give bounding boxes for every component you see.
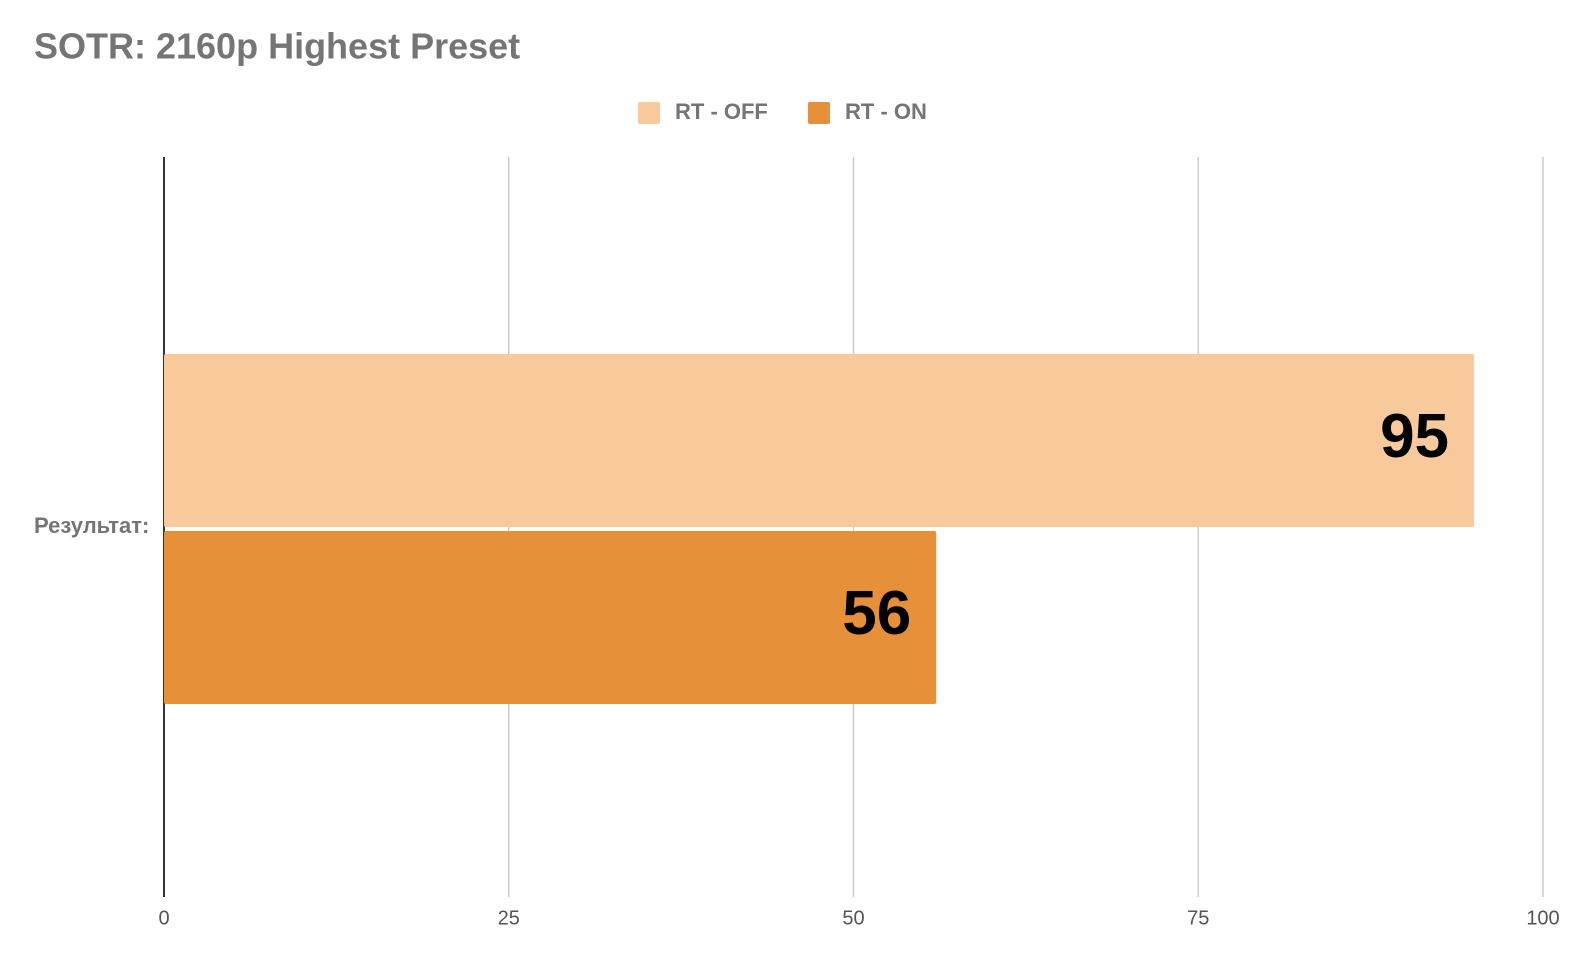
data-label: 95 bbox=[1380, 402, 1449, 471]
bar bbox=[164, 354, 1475, 527]
x-tick-label: 0 bbox=[158, 907, 169, 929]
x-tick-label: 100 bbox=[1526, 907, 1559, 929]
legend-label: RT - ON bbox=[845, 99, 927, 124]
y-tick-label: Результат: bbox=[34, 513, 149, 538]
legend-swatch bbox=[638, 102, 660, 124]
legend-label: RT - OFF bbox=[675, 99, 768, 124]
x-tick-label: 25 bbox=[498, 907, 520, 929]
x-tick-label: 50 bbox=[842, 907, 864, 929]
x-tick-label: 75 bbox=[1187, 907, 1209, 929]
bar bbox=[164, 531, 937, 704]
legend-swatch bbox=[808, 102, 830, 124]
data-label: 56 bbox=[842, 579, 911, 648]
chart-title: SOTR: 2160p Highest Preset bbox=[34, 26, 520, 67]
